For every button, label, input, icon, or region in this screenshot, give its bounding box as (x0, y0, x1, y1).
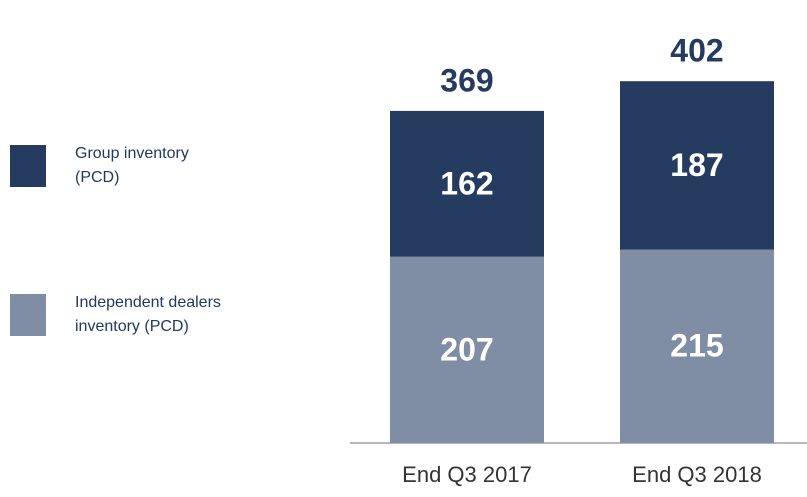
bar-segment (620, 81, 774, 250)
legend-label: Group inventory (PCD) (75, 145, 189, 186)
legend-item: Group inventory (PCD) (10, 142, 235, 190)
legend-item: Independent dealers inventory (PCD) (10, 291, 235, 339)
legend-swatch (10, 145, 46, 187)
bar-segment (620, 249, 774, 443)
bar-segment (390, 110, 544, 257)
data-label: 215 (670, 328, 723, 364)
data-label: 162 (440, 165, 493, 201)
legend-swatch (10, 294, 46, 336)
total-label: 369 (440, 62, 493, 98)
x-tick-label: End Q3 2018 (632, 462, 762, 487)
bar-segment (390, 256, 544, 443)
x-tick-label: End Q3 2017 (402, 462, 532, 487)
legend-label: Independent dealers inventory (PCD) (75, 294, 221, 335)
data-label: 187 (670, 147, 723, 183)
data-label: 207 (440, 331, 493, 367)
total-label: 402 (670, 33, 723, 69)
